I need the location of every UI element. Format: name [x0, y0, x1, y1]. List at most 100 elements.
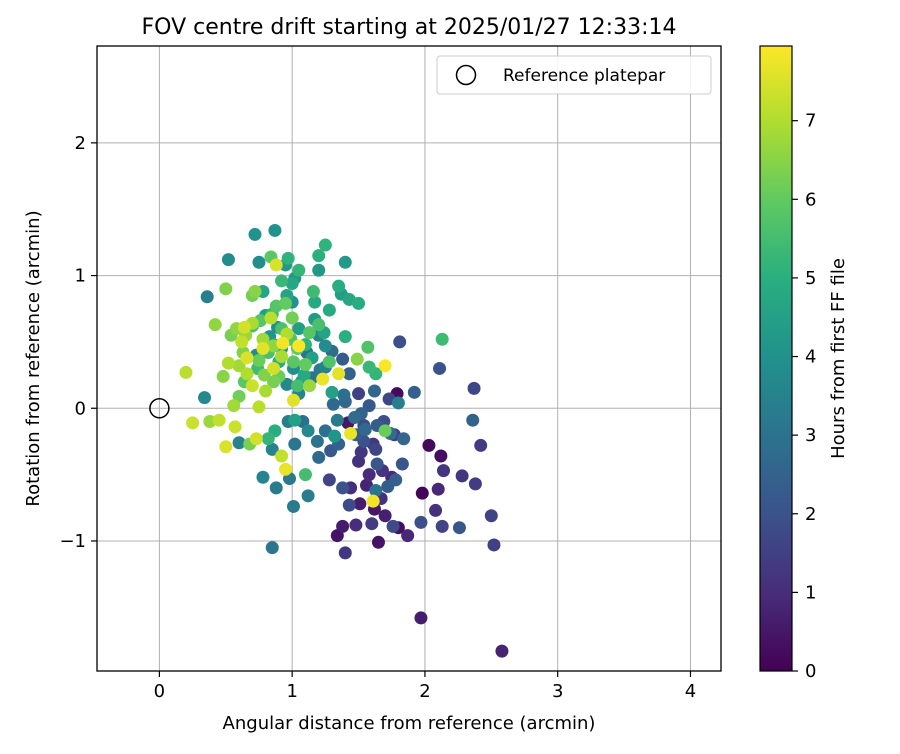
data-point	[337, 388, 351, 402]
data-point	[414, 611, 428, 625]
data-point	[240, 367, 254, 381]
data-point	[389, 473, 403, 487]
y-tick-label: 1	[75, 266, 86, 287]
data-point	[393, 335, 407, 349]
data-point	[297, 368, 311, 382]
data-point	[292, 339, 306, 353]
data-point	[219, 282, 233, 296]
data-point	[362, 360, 376, 374]
legend-marker-reference	[455, 64, 477, 86]
data-point	[361, 340, 375, 354]
data-point	[431, 482, 445, 496]
y-tick-label: 0	[75, 398, 86, 419]
data-point	[221, 356, 235, 370]
data-point	[200, 290, 214, 304]
colorbar-tick-label: 5	[805, 268, 816, 289]
data-point	[212, 413, 226, 427]
data-point	[198, 391, 212, 405]
data-point	[349, 518, 363, 532]
colorbar-tick-label: 4	[805, 347, 816, 368]
data-point	[350, 352, 364, 366]
data-point	[265, 442, 279, 456]
data-point	[268, 223, 282, 237]
data-point	[338, 330, 352, 344]
data-point	[306, 284, 320, 298]
data-point	[367, 384, 381, 398]
data-point	[455, 469, 469, 483]
data-point	[318, 238, 332, 252]
data-point	[401, 529, 415, 543]
colorbar-tick-label: 2	[805, 504, 816, 525]
data-point	[322, 473, 336, 487]
data-point	[275, 350, 289, 364]
data-point	[286, 393, 300, 407]
data-point	[267, 361, 281, 375]
colorbar-ticks: 0 1 2 3 4 5 6 7	[792, 111, 816, 682]
x-tick-label: 3	[552, 681, 563, 702]
plot-area-frame	[96, 45, 722, 672]
data-point	[407, 385, 421, 399]
data-point	[378, 509, 392, 523]
data-point	[301, 424, 315, 438]
colorbar-tick-label: 1	[805, 582, 816, 603]
data-point	[344, 426, 358, 440]
data-point	[312, 318, 326, 332]
data-point	[415, 486, 429, 500]
data-point	[391, 396, 405, 410]
data-point	[256, 342, 270, 356]
data-point	[285, 311, 299, 325]
data-point	[312, 450, 326, 464]
data-point	[352, 387, 366, 401]
data-point	[434, 449, 448, 463]
data-point	[433, 361, 447, 375]
data-point	[240, 351, 254, 365]
data-point	[322, 303, 336, 317]
data-point	[298, 468, 312, 482]
data-point	[348, 411, 362, 425]
data-point	[328, 429, 342, 443]
data-point	[219, 440, 233, 454]
data-point	[261, 432, 275, 446]
data-point	[386, 519, 400, 533]
data-point	[336, 352, 350, 366]
data-point	[232, 359, 246, 373]
data-point	[312, 249, 326, 263]
colorbar-label: Hours from first FF file	[828, 258, 849, 459]
colorbar-tick-label: 3	[805, 425, 816, 446]
data-point	[352, 296, 366, 310]
data-point	[371, 535, 385, 549]
data-point	[227, 399, 241, 413]
x-axis-ticks: 0 1 2 3 4	[154, 671, 696, 702]
data-point	[466, 413, 480, 427]
y-tick-label: −1	[59, 531, 86, 552]
data-point	[353, 497, 367, 511]
data-point	[310, 434, 324, 448]
data-point	[397, 432, 411, 446]
y-axis-label: Rotation from reference (arcmin)	[23, 210, 44, 506]
data-point	[452, 521, 466, 535]
data-point	[312, 263, 326, 277]
legend: Reference platepar	[436, 55, 712, 95]
data-point	[245, 379, 259, 393]
data-point	[279, 296, 293, 310]
data-point	[256, 470, 270, 484]
data-point	[365, 517, 379, 531]
data-point	[369, 442, 383, 456]
gridlines	[97, 46, 721, 671]
data-point	[302, 326, 316, 340]
data-point	[288, 437, 302, 451]
reference-layer	[149, 398, 170, 419]
x-tick-label: 1	[286, 681, 297, 702]
data-point	[208, 318, 222, 332]
data-point	[248, 284, 262, 298]
data-point	[249, 432, 263, 446]
data-point	[467, 381, 481, 395]
data-point	[330, 413, 344, 427]
data-point	[435, 519, 449, 533]
colorbar: 0 1 2 3 4 5 6 7 Hours from first FF file	[759, 45, 849, 682]
data-point	[354, 445, 368, 459]
data-point	[378, 359, 392, 373]
data-point	[358, 422, 372, 436]
data-point	[366, 494, 380, 508]
data-point	[286, 355, 300, 369]
